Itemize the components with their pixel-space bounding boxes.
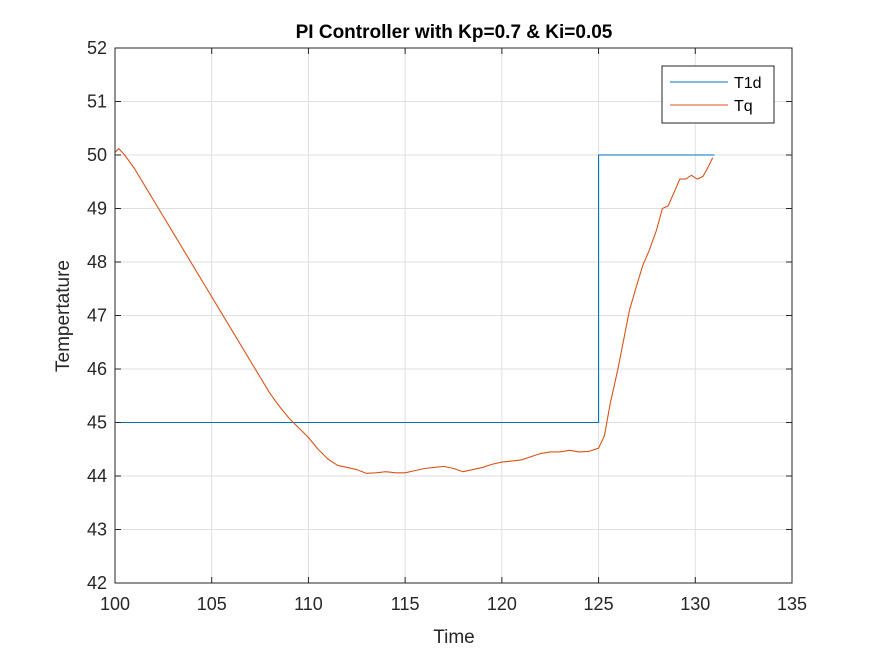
legend-box — [661, 65, 775, 124]
axis-ticks: 100 105 110 115 120 125 130 135 42 43 44 45 46 47 48 49… — [87, 38, 807, 614]
legend-label-t1d: T1d — [734, 75, 762, 92]
y-tick-label: 49 — [87, 199, 107, 219]
x-axis-label: Time — [433, 627, 475, 648]
y-tick-label: 44 — [87, 466, 107, 486]
x-tick-label: 105 — [197, 594, 227, 614]
y-tick-label: 46 — [87, 359, 107, 379]
y-axis-label: Tempertature — [53, 260, 74, 372]
series-line-t1d — [115, 154, 715, 424]
series-line-tq — [114, 148, 714, 474]
y-tick-label: 52 — [87, 38, 107, 58]
legend: T1d Tq — [661, 65, 775, 124]
y-tick-label: 43 — [87, 520, 107, 540]
x-tick-label: 110 — [294, 594, 323, 614]
y-tick-label: 45 — [87, 413, 107, 433]
legend-label-tq: Tq — [734, 98, 753, 115]
y-tick-label: 48 — [87, 252, 107, 272]
series-lines — [114, 148, 715, 474]
y-tick-label: 51 — [87, 92, 107, 112]
y-tick-label: 42 — [87, 573, 107, 593]
x-tick-label: 125 — [584, 594, 614, 614]
x-tick-label: 120 — [487, 594, 517, 614]
chart-title: PI Controller with Kp=0.7 & Ki=0.05 — [296, 22, 613, 43]
x-tick-label: 115 — [391, 594, 420, 614]
x-tick-label: 135 — [777, 594, 807, 614]
grid — [115, 48, 792, 583]
x-tick-label: 100 — [100, 594, 130, 614]
y-tick-label: 50 — [87, 145, 107, 165]
y-tick-label: 47 — [87, 306, 107, 326]
x-tick-label: 130 — [680, 594, 710, 614]
